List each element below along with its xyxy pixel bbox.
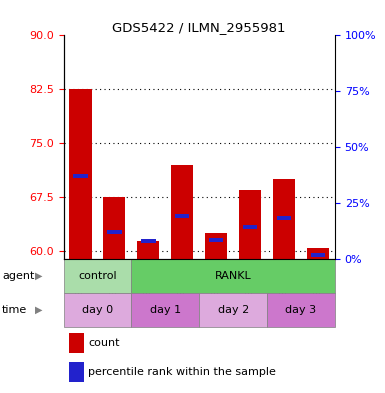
- Text: ▶: ▶: [35, 271, 42, 281]
- Bar: [137, 241, 159, 259]
- Bar: [131, 293, 199, 327]
- Bar: [205, 233, 227, 259]
- Bar: [243, 225, 257, 229]
- Text: time: time: [2, 305, 27, 315]
- Bar: [307, 248, 329, 259]
- Text: day 3: day 3: [285, 305, 316, 315]
- Bar: [267, 293, 335, 327]
- Bar: [131, 259, 335, 293]
- Bar: [239, 190, 261, 259]
- Bar: [311, 253, 325, 257]
- Bar: [175, 214, 189, 218]
- Text: count: count: [88, 338, 119, 348]
- Text: percentile rank within the sample: percentile rank within the sample: [88, 367, 276, 377]
- Text: RANKL: RANKL: [215, 271, 251, 281]
- Bar: [199, 293, 267, 327]
- Bar: [141, 239, 156, 243]
- Bar: [69, 333, 84, 353]
- Bar: [104, 197, 126, 259]
- Bar: [73, 174, 88, 178]
- Bar: [277, 217, 291, 220]
- Bar: [64, 259, 131, 293]
- Bar: [171, 165, 193, 259]
- Bar: [69, 89, 92, 259]
- Bar: [273, 179, 295, 259]
- Bar: [64, 293, 131, 327]
- Text: ▶: ▶: [35, 305, 42, 315]
- Text: day 1: day 1: [150, 305, 181, 315]
- Text: agent: agent: [2, 271, 34, 281]
- Text: control: control: [78, 271, 117, 281]
- Text: day 0: day 0: [82, 305, 113, 315]
- Title: GDS5422 / ILMN_2955981: GDS5422 / ILMN_2955981: [112, 21, 286, 34]
- Bar: [107, 230, 122, 234]
- Bar: [209, 238, 223, 242]
- Bar: [69, 362, 84, 382]
- Text: day 2: day 2: [218, 305, 249, 315]
